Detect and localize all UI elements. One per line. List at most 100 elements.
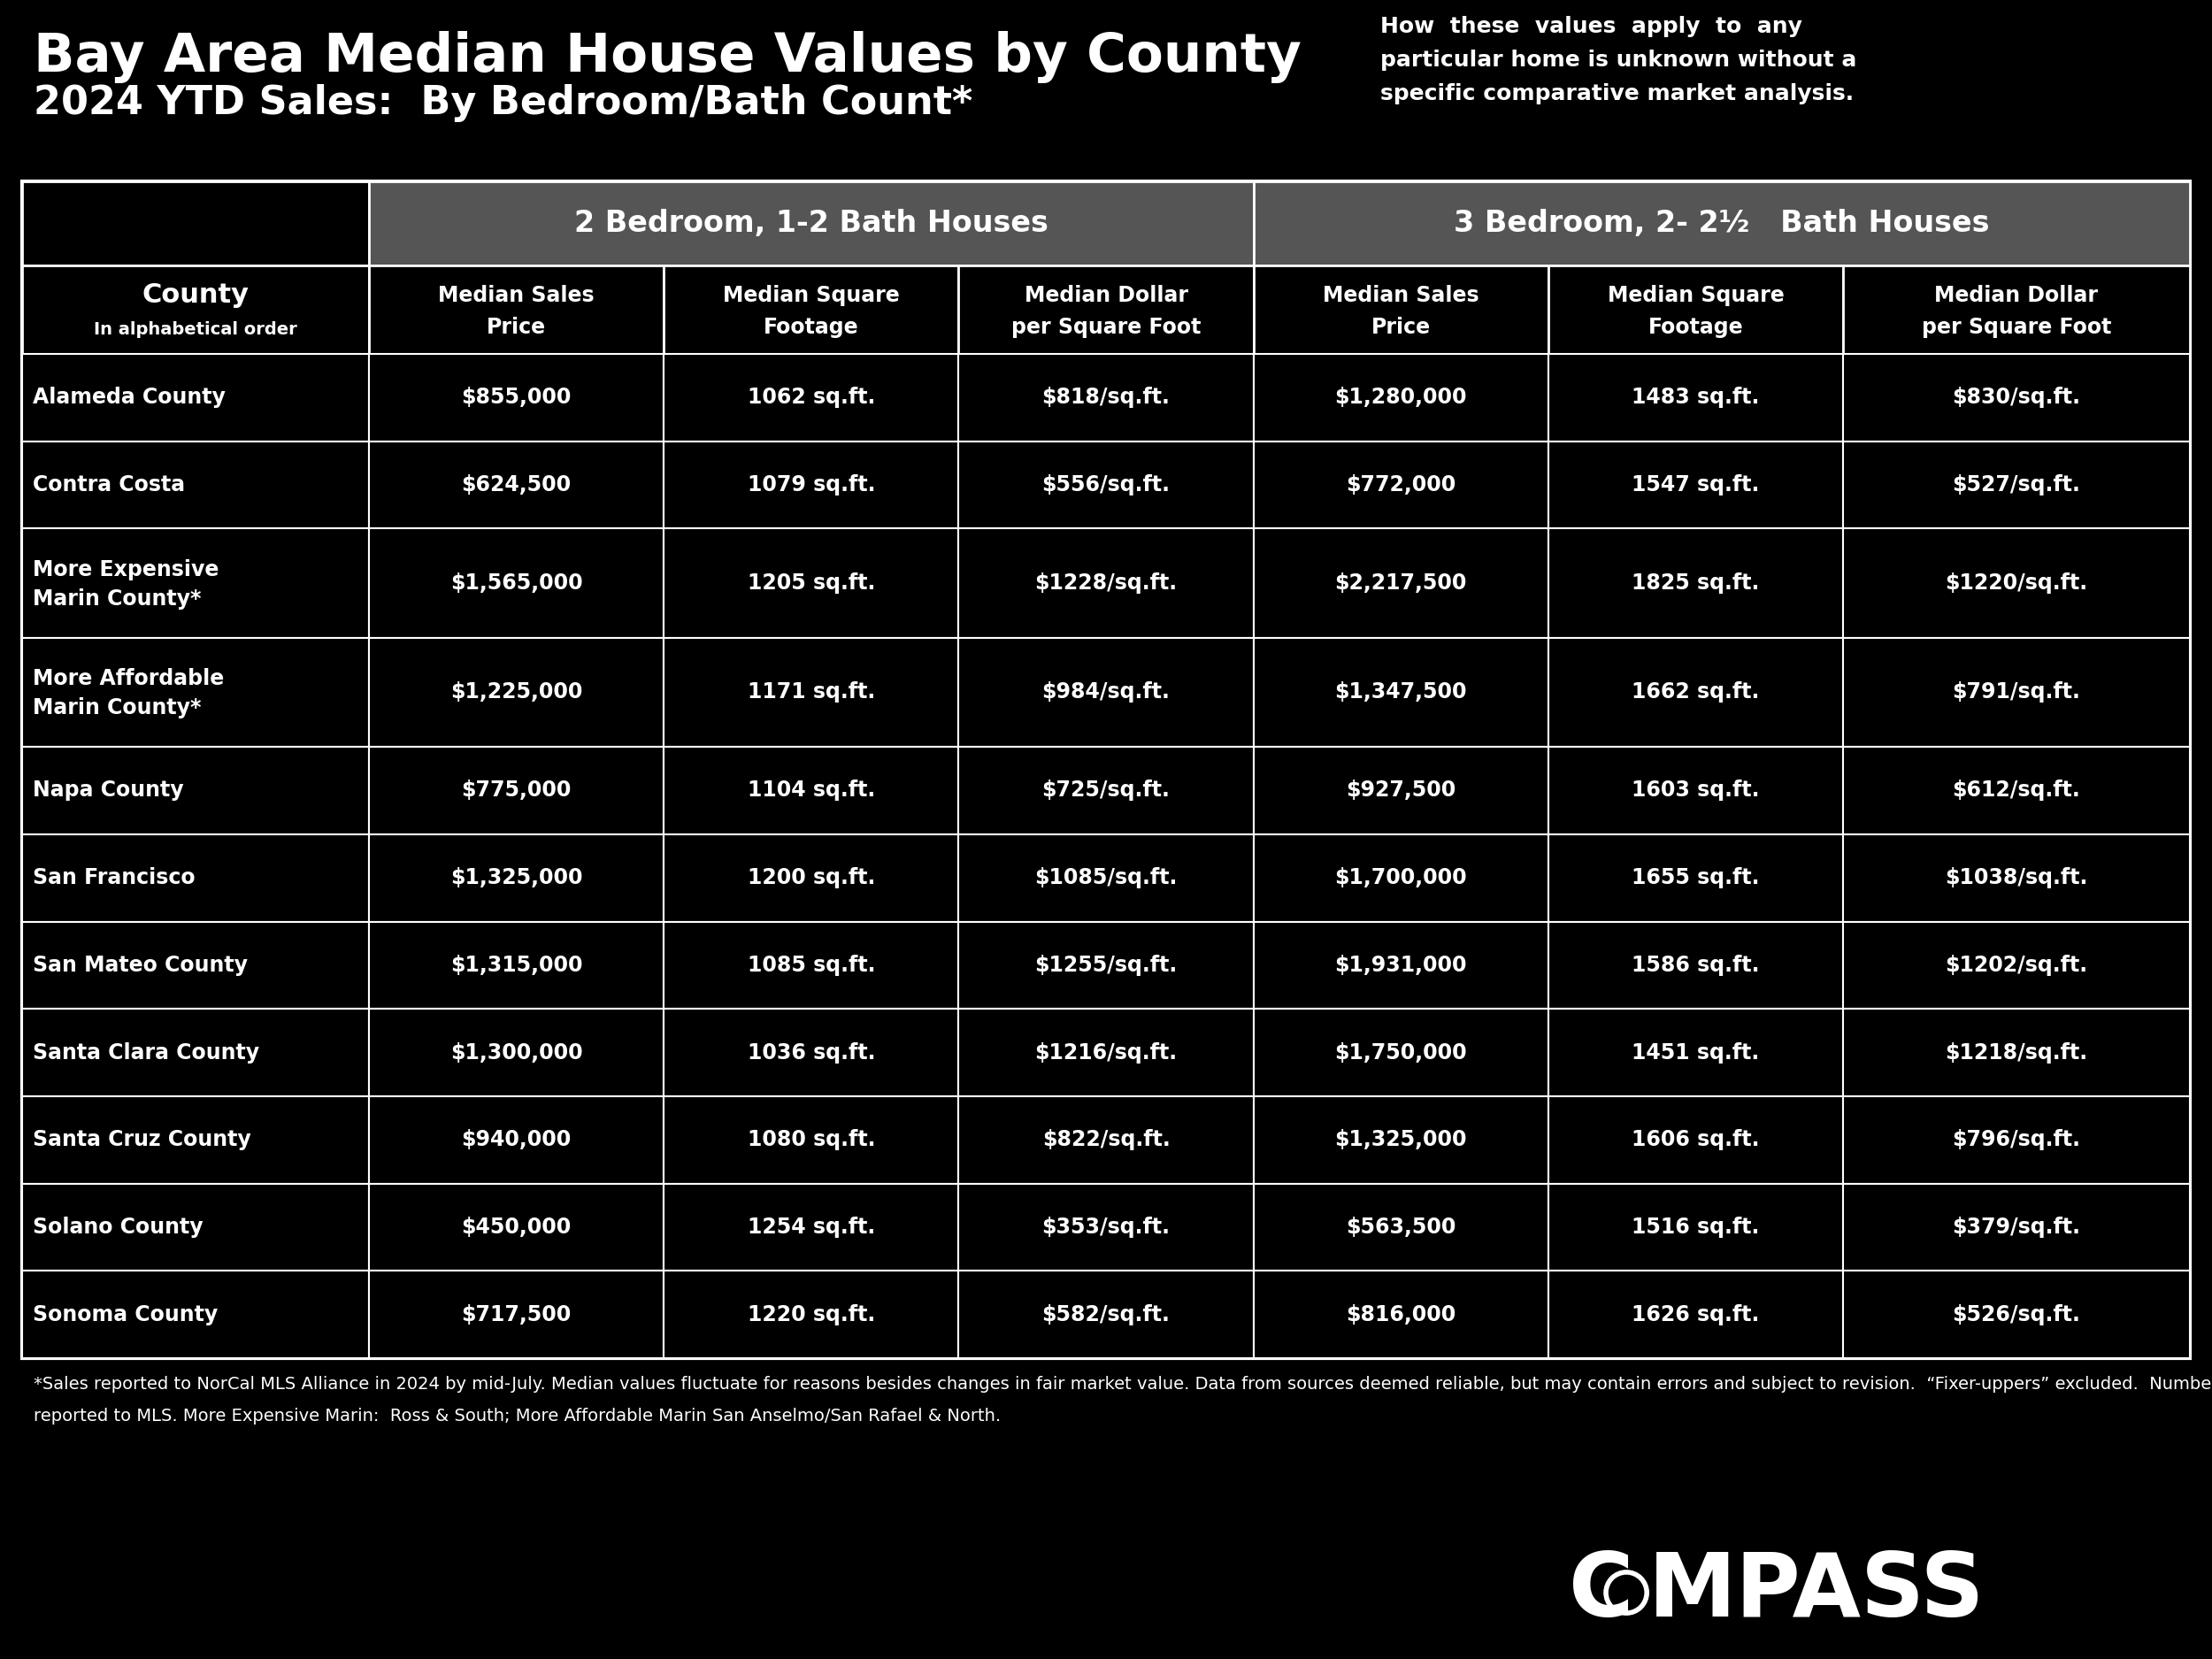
Text: 1205 sq.ft.: 1205 sq.ft. (748, 572, 876, 594)
Bar (1254, 1009, 1548, 1097)
Text: $353/sq.ft.: $353/sq.ft. (1042, 1216, 1170, 1238)
Text: $1218/sq.ft.: $1218/sq.ft. (1944, 1042, 2088, 1063)
Text: $582/sq.ft.: $582/sq.ft. (1042, 1304, 1170, 1326)
Bar (22, 441, 369, 529)
Text: 1626 sq.ft.: 1626 sq.ft. (1632, 1304, 1759, 1326)
Bar (664, 265, 958, 353)
Bar (369, 637, 664, 747)
Text: 2 Bedroom, 1-2 Bath Houses: 2 Bedroom, 1-2 Bath Houses (575, 209, 1048, 237)
Text: $1,700,000: $1,700,000 (1334, 868, 1467, 889)
Text: Median Dollar: Median Dollar (1936, 285, 2099, 307)
Text: $450,000: $450,000 (462, 1216, 571, 1238)
Text: 1220 sq.ft.: 1220 sq.ft. (748, 1304, 876, 1326)
Bar (22, 353, 369, 441)
Text: 1254 sq.ft.: 1254 sq.ft. (748, 1216, 876, 1238)
Text: $1255/sq.ft.: $1255/sq.ft. (1035, 954, 1177, 975)
Text: $556/sq.ft.: $556/sq.ft. (1042, 474, 1170, 496)
Text: $612/sq.ft.: $612/sq.ft. (1953, 780, 2081, 801)
Bar (1548, 1097, 1843, 1183)
Text: $830/sq.ft.: $830/sq.ft. (1953, 387, 2081, 408)
Text: 1825 sq.ft.: 1825 sq.ft. (1632, 572, 1759, 594)
Bar (1254, 637, 1548, 747)
Bar (22, 265, 369, 353)
Text: More Expensive: More Expensive (33, 559, 219, 581)
Bar (1254, 921, 1548, 1009)
Text: 1516 sq.ft.: 1516 sq.ft. (1632, 1216, 1759, 1238)
Text: $940,000: $940,000 (462, 1130, 571, 1150)
Bar (1843, 1183, 2190, 1271)
Text: San Mateo County: San Mateo County (33, 954, 248, 975)
Bar (958, 441, 1254, 529)
Text: Santa Clara County: Santa Clara County (33, 1042, 259, 1063)
Text: $624,500: $624,500 (462, 474, 571, 496)
Bar (1254, 529, 1548, 637)
Text: MPASS: MPASS (1648, 1550, 1986, 1636)
Bar (22, 1271, 369, 1359)
Bar (22, 637, 369, 747)
Bar (1254, 747, 1548, 834)
Text: Median Square: Median Square (723, 285, 900, 307)
Text: 1062 sq.ft.: 1062 sq.ft. (748, 387, 876, 408)
Text: $1216/sq.ft.: $1216/sq.ft. (1035, 1042, 1177, 1063)
Text: per Square Foot: per Square Foot (1922, 317, 2110, 338)
Text: $855,000: $855,000 (462, 387, 571, 408)
Text: $563,500: $563,500 (1345, 1216, 1455, 1238)
Bar (1254, 1097, 1548, 1183)
Bar (1254, 265, 1548, 353)
Text: $527/sq.ft.: $527/sq.ft. (1953, 474, 2081, 496)
Bar (1843, 747, 2190, 834)
Text: particular home is unknown without a: particular home is unknown without a (1380, 50, 1856, 71)
Text: Bay Area Median House Values by County: Bay Area Median House Values by County (33, 32, 1301, 83)
Text: Napa County: Napa County (33, 780, 184, 801)
Bar (1843, 265, 2190, 353)
Bar (1254, 1271, 1548, 1359)
Bar (664, 921, 958, 1009)
Bar (1843, 1009, 2190, 1097)
Text: More Affordable: More Affordable (33, 669, 223, 690)
Bar (1843, 637, 2190, 747)
Bar (1548, 441, 1843, 529)
Bar (369, 265, 664, 353)
Bar (958, 921, 1254, 1009)
Text: San Francisco: San Francisco (33, 868, 195, 889)
Bar (369, 181, 1254, 265)
Text: 2024 YTD Sales:  By Bedroom/Bath Count*: 2024 YTD Sales: By Bedroom/Bath Count* (33, 85, 973, 123)
Text: $379/sq.ft.: $379/sq.ft. (1953, 1216, 2081, 1238)
Bar (664, 1097, 958, 1183)
Text: 1603 sq.ft.: 1603 sq.ft. (1632, 780, 1759, 801)
Text: *Sales reported to NorCal MLS Alliance in 2024 by mid-July. Median values fluctu: *Sales reported to NorCal MLS Alliance i… (33, 1375, 2212, 1392)
Bar (1843, 529, 2190, 637)
Text: How  these  values  apply  to  any: How these values apply to any (1380, 17, 1803, 36)
Text: $984/sq.ft.: $984/sq.ft. (1042, 682, 1170, 703)
Text: $1,280,000: $1,280,000 (1334, 387, 1467, 408)
Text: per Square Foot: per Square Foot (1011, 317, 1201, 338)
Text: $725/sq.ft.: $725/sq.ft. (1042, 780, 1170, 801)
Text: $1,300,000: $1,300,000 (451, 1042, 582, 1063)
Text: 1036 sq.ft.: 1036 sq.ft. (748, 1042, 876, 1063)
Text: reported to MLS. More Expensive Marin:  Ross & South; More Affordable Marin San : reported to MLS. More Expensive Marin: R… (33, 1408, 1000, 1425)
Bar (1548, 747, 1843, 834)
Bar (369, 747, 664, 834)
Bar (22, 747, 369, 834)
Bar (1254, 353, 1548, 441)
Bar (664, 1009, 958, 1097)
Text: $796/sq.ft.: $796/sq.ft. (1953, 1130, 2081, 1150)
Text: Santa Cruz County: Santa Cruz County (33, 1130, 252, 1150)
Bar (958, 353, 1254, 441)
Bar (958, 1271, 1254, 1359)
Bar (22, 1097, 369, 1183)
Text: $1,931,000: $1,931,000 (1334, 954, 1467, 975)
Bar (958, 1009, 1254, 1097)
Text: $927,500: $927,500 (1345, 780, 1455, 801)
Bar (1843, 921, 2190, 1009)
Bar (1254, 834, 1548, 921)
Text: 3 Bedroom, 2- 2½   Bath Houses: 3 Bedroom, 2- 2½ Bath Houses (1453, 209, 1989, 237)
Text: $2,217,500: $2,217,500 (1334, 572, 1467, 594)
Bar (664, 637, 958, 747)
Text: 1171 sq.ft.: 1171 sq.ft. (748, 682, 876, 703)
Bar (369, 1271, 664, 1359)
Text: Median Sales: Median Sales (1323, 285, 1480, 307)
Text: $1,325,000: $1,325,000 (1334, 1130, 1467, 1150)
Bar (958, 265, 1254, 353)
Text: 1586 sq.ft.: 1586 sq.ft. (1632, 954, 1759, 975)
